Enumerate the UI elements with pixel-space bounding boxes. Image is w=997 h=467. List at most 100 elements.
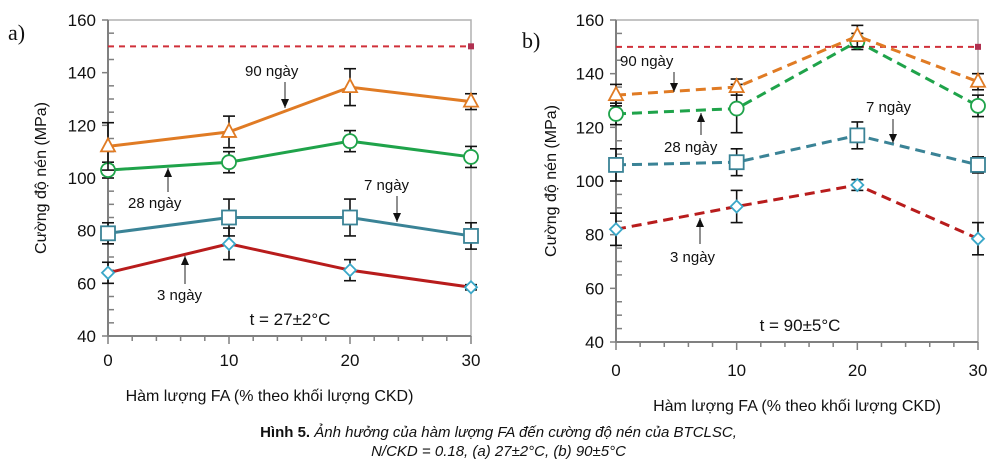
data-point-diamond [463, 280, 479, 295]
data-point-square [970, 156, 986, 173]
series-line [615, 183, 979, 241]
figure-caption-line2: N/CKD = 0.18, (a) 27±2°C, (b) 90±5°C [0, 442, 997, 461]
data-point-square [463, 228, 479, 244]
x-tick-label: 10 [727, 361, 746, 380]
series-28-ngày [100, 129, 479, 179]
x-axis-title: Hàm lượng FA (% theo khối lượng CKD) [653, 398, 941, 415]
x-tick-label: 0 [611, 361, 620, 380]
annotation-arrow-head [393, 213, 401, 222]
temperature-annotation: t = 90±5°C [760, 316, 841, 335]
series-line [107, 85, 472, 148]
y-tick-label: 140 [68, 64, 96, 83]
series-line [615, 133, 979, 167]
series-annotation-label: 90 ngày [620, 53, 674, 70]
series-annotation-label: 90 ngày [245, 63, 299, 80]
panel-label: b) [522, 28, 540, 53]
figure-label: Hình 5. [260, 424, 311, 441]
data-point-triangle [99, 136, 117, 153]
annotation-arrow-head [697, 113, 705, 122]
data-point-circle [463, 149, 479, 165]
data-point-triangle [462, 91, 480, 108]
data-point-circle [970, 97, 986, 114]
data-point-diamond [729, 199, 744, 214]
data-point-square [849, 127, 866, 144]
y-tick-label: 160 [576, 11, 604, 30]
x-tick-label: 20 [341, 351, 360, 370]
reference-line-marker [468, 43, 474, 50]
chart-panel-b: 40 60 80 100 120 140 160 0 10 20 30 Hàm lượng FA (%… [522, 11, 987, 415]
series-90-ngày [99, 67, 480, 171]
series-line [615, 39, 979, 116]
series-line [107, 139, 472, 172]
data-point-diamond [850, 177, 865, 193]
data-point-circle [608, 106, 624, 122]
data-point-diamond [100, 265, 116, 281]
figure-caption-text: Ảnh hưởng của hàm lượng FA đến cường độ … [314, 424, 737, 441]
data-point-triangle [220, 122, 238, 138]
y-tick-label: 100 [576, 172, 604, 191]
data-point-square [221, 209, 237, 226]
data-point-diamond [970, 231, 986, 246]
x-tick-label: 30 [462, 351, 481, 370]
y-tick-label: 40 [585, 333, 604, 352]
data-point-circle [728, 100, 745, 117]
annotation-arrow-head [889, 134, 897, 143]
y-tick-label: 100 [68, 169, 96, 188]
x-tick-label: 30 [969, 361, 988, 380]
y-tick-label: 140 [576, 65, 604, 84]
y-tick-label: 120 [576, 118, 604, 137]
series-annotation-label: 3 ngày [157, 287, 203, 304]
figure-caption-line1: Hình 5. Ảnh hưởng của hàm lượng FA đến c… [0, 423, 997, 442]
data-point-square [100, 225, 116, 242]
series-annotation-label: 28 ngày [664, 139, 718, 156]
y-axis-title: Cường độ nén (MPa) [33, 102, 50, 254]
x-tick-label: 20 [848, 361, 867, 380]
y-axis-title: Cường độ nén (MPa) [543, 105, 560, 257]
x-tick-label: 10 [220, 351, 239, 370]
series-7-ngày [608, 121, 986, 182]
series-annotation-label: 3 ngày [670, 249, 716, 266]
data-point-diamond [608, 222, 624, 237]
series-7-ngày [100, 198, 479, 250]
reference-line-marker [975, 43, 981, 50]
series-annotation-label: 28 ngày [128, 195, 182, 212]
data-point-square [342, 209, 358, 226]
annotation-arrow-head [164, 168, 172, 177]
series-annotation-label: 7 ngày [866, 99, 912, 116]
y-tick-label: 80 [77, 222, 96, 241]
y-tick-label: 60 [77, 274, 96, 293]
series-90-ngày [607, 24, 987, 107]
x-tick-label: 0 [103, 351, 112, 370]
data-point-square [608, 156, 624, 173]
annotation-arrow-head [281, 99, 289, 108]
y-tick-label: 120 [68, 116, 96, 135]
y-tick-label: 60 [585, 279, 604, 298]
annotation-arrow-head [181, 256, 189, 265]
series-line [107, 242, 472, 289]
data-point-triangle [848, 26, 866, 42]
data-point-triangle [728, 77, 746, 93]
x-axis-title: Hàm lượng FA (% theo khối lượng CKD) [126, 388, 414, 405]
annotation-arrow-head [670, 83, 678, 92]
series-28-ngày [608, 32, 986, 134]
data-point-circle [342, 133, 358, 150]
series-line [107, 216, 472, 238]
panel-label: a) [8, 20, 25, 45]
y-tick-label: 160 [68, 11, 96, 30]
data-point-triangle [607, 85, 625, 102]
chart-panel-a: 40 60 80 100 120 140 160 0 10 20 30 Hàm lượng FA (%… [8, 11, 480, 405]
y-tick-label: 40 [77, 327, 96, 346]
data-point-circle [221, 154, 237, 171]
series-annotation-label: 7 ngày [364, 177, 410, 194]
series-3-ngày [100, 227, 479, 295]
annotation-arrow-head [696, 218, 704, 227]
temperature-annotation: t = 27±2°C [250, 310, 331, 329]
series-3-ngày [608, 177, 986, 256]
data-point-triangle [341, 77, 359, 94]
data-point-diamond [342, 262, 358, 278]
data-point-diamond [221, 236, 237, 252]
figure-caption-params: N/CKD = 0.18, (a) 27±2°C, (b) 90±5°C [371, 443, 626, 460]
data-point-triangle [969, 71, 987, 88]
data-point-square [728, 154, 745, 171]
